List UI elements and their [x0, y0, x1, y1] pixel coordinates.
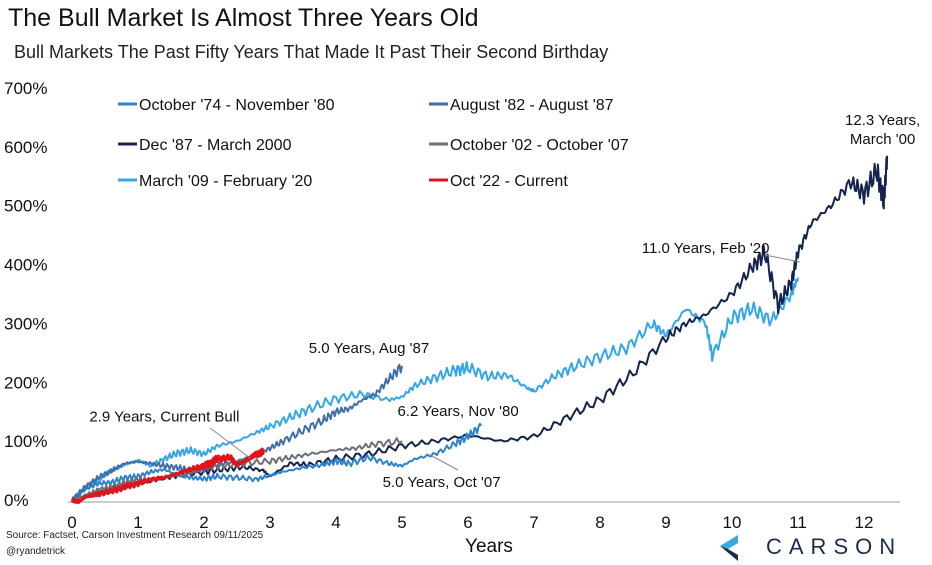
series-line-s09 — [71, 277, 799, 502]
author-handle: @ryandetrick — [6, 546, 66, 557]
annotation-leader — [429, 454, 459, 471]
x-tick-label: 5 — [397, 513, 406, 532]
x-axis-label: Years — [465, 536, 513, 557]
chart-title: The Bull Market Is Almost Three Years Ol… — [8, 4, 479, 32]
y-tick-label: 100% — [4, 432, 47, 451]
x-tick-label: 2 — [199, 513, 208, 532]
annotation-label: March '00 — [850, 131, 915, 148]
annotation-leader — [209, 427, 251, 459]
x-tick-label: 7 — [529, 513, 538, 532]
annotation-label: 12.3 Years, — [845, 112, 920, 129]
legend-label-s22: Oct '22 - Current — [450, 173, 568, 190]
chart-subtitle: Bull Markets The Past Fifty Years That M… — [14, 42, 609, 62]
carson-logo-icon — [720, 535, 738, 561]
legend-label-s09: March '09 - February '20 — [139, 173, 312, 190]
carson-logo: CARSON — [716, 530, 926, 562]
x-tick-label: 9 — [661, 513, 670, 532]
legend-label-s82: August '82 - August '87 — [450, 97, 614, 114]
annotation-leader — [764, 254, 801, 263]
series-line-s22 — [70, 447, 265, 504]
y-tick-label: 200% — [4, 373, 47, 392]
x-tick-label: 4 — [331, 513, 340, 532]
annotation-label: 11.0 Years, Feb '20 — [642, 240, 770, 257]
x-tick-label: 12 — [855, 513, 874, 532]
annotation-label: 5.0 Years, Oct '07 — [383, 474, 501, 491]
x-tick-label: 8 — [595, 513, 604, 532]
series-line-s87 — [71, 155, 889, 502]
carson-logo-text: CARSON — [766, 534, 903, 559]
series-line-s82 — [71, 363, 403, 502]
y-tick-label: 400% — [4, 256, 47, 275]
x-tick-label: 11 — [789, 513, 807, 532]
source-note: Source: Factset, Carson Investment Resea… — [6, 530, 264, 541]
legend-label-s02: October '02 - October '07 — [450, 137, 629, 154]
annotation-label: 6.2 Years, Nov '80 — [397, 403, 518, 420]
x-tick-label: 10 — [723, 513, 742, 532]
legend-label-s87: Dec '87 - March 2000 — [139, 137, 292, 154]
y-tick-label: 600% — [4, 138, 47, 157]
y-tick-label: 300% — [4, 314, 47, 333]
x-tick-label: 0 — [67, 513, 76, 532]
y-tick-label: 700% — [4, 79, 47, 98]
x-tick-label: 1 — [133, 513, 142, 532]
y-tick-label: 0% — [4, 491, 29, 510]
annotation-label: 2.9 Years, Current Bull — [89, 409, 239, 426]
x-tick-label: 6 — [463, 513, 472, 532]
annotation-label: 5.0 Years, Aug '87 — [309, 340, 429, 357]
x-tick-label: 3 — [265, 513, 274, 532]
y-tick-label: 500% — [4, 197, 47, 216]
legend-label-s74: October '74 - November '80 — [139, 97, 335, 114]
